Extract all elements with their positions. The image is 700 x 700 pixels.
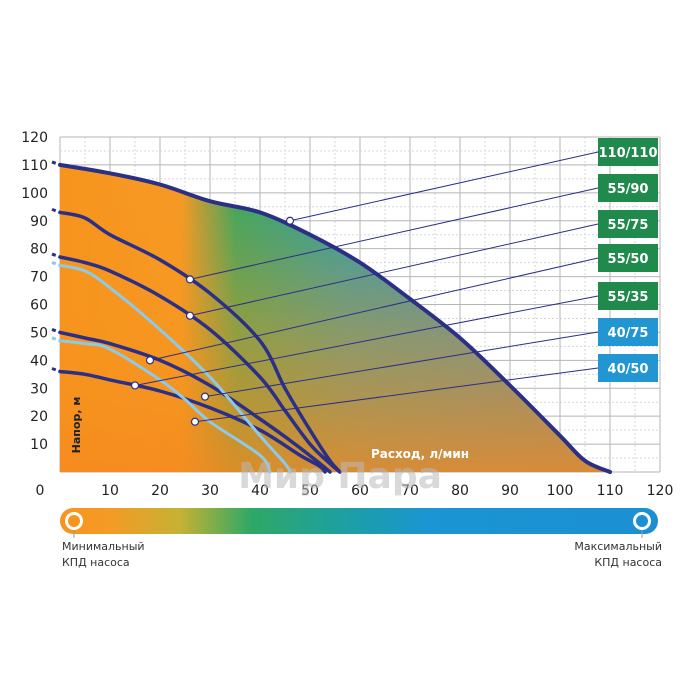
x-tick-label: 20 <box>151 483 169 499</box>
badge-label-40-50: 40/50 <box>608 362 649 377</box>
min-efficiency-label-2: КПД насоса <box>62 556 130 569</box>
leader-40-75 <box>204 331 599 398</box>
badge-label-40-75: 40/75 <box>608 326 649 341</box>
curve-dash-55-35 <box>51 367 61 373</box>
y-tick-label: 20 <box>30 409 48 425</box>
curve-dash-40-75 <box>51 261 61 267</box>
x-tick-label: 60 <box>351 483 369 499</box>
min-efficiency-label-1: Минимальный <box>62 540 145 553</box>
curve-55-35 <box>58 369 327 474</box>
marker-55-50 <box>145 356 155 365</box>
curve-55-90 <box>58 210 342 474</box>
marker-110-110 <box>285 216 295 225</box>
y-tick-label: 10 <box>30 437 48 453</box>
watermark-text: Мир Пара <box>238 456 442 497</box>
badge-label-110-110: 110/110 <box>598 146 657 161</box>
y-tick-label: 110 <box>21 158 48 174</box>
leader-55-90 <box>189 187 599 280</box>
y-tick-label: 50 <box>30 325 48 341</box>
x-tick-label: 30 <box>201 483 219 499</box>
x-tick-label: 100 <box>547 483 574 499</box>
curve-dash-40-50 <box>51 336 61 343</box>
x-tick-label: 90 <box>501 483 519 499</box>
curve-55-50 <box>58 330 332 474</box>
curve-dash-55-75 <box>51 252 61 259</box>
max-efficiency-label-1: Максимальный <box>574 540 662 553</box>
marker-55-35 <box>130 381 140 390</box>
x-tick-label: 40 <box>251 483 269 499</box>
marker-40-75 <box>200 392 210 401</box>
y-tick-label: 70 <box>30 270 48 286</box>
max-efficiency-label-2: КПД насоса <box>594 556 662 569</box>
x-tick-label: 80 <box>451 483 469 499</box>
leader-55-35 <box>134 295 599 386</box>
efficiency-gradient-bar <box>60 508 658 534</box>
marker-40-50 <box>190 417 200 426</box>
marker-55-90 <box>185 275 195 284</box>
max-efficiency-dot-core <box>636 515 648 527</box>
badge-55-90 <box>598 174 658 202</box>
x-axis-label: Расход, л/мин <box>371 447 469 461</box>
badge-label-55-35: 55/35 <box>608 290 649 305</box>
curve-dash-55-90 <box>51 207 61 214</box>
badge-label-55-90: 55/90 <box>608 182 649 197</box>
badge-40-50 <box>598 354 658 382</box>
curve-dash-110-110 <box>51 160 61 167</box>
x-tick-label: 120 <box>647 483 674 499</box>
curve-55-75 <box>58 255 342 474</box>
efficiency-legend: Минимальный КПД насоса Максимальный КПД … <box>60 508 662 569</box>
leader-40-50 <box>194 367 599 423</box>
model-badges: 110/110 55/90 55/75 55/50 55/35 40/75 40/50 <box>598 138 658 382</box>
leader-110-110 <box>289 151 599 222</box>
y-tick-label: 40 <box>30 353 48 369</box>
badge-label-55-50: 55/50 <box>608 252 649 267</box>
x-tick-label: 50 <box>301 483 319 499</box>
badge-110-110 <box>598 138 658 166</box>
marker-55-75 <box>185 311 195 320</box>
y-tick-label: 90 <box>30 214 48 230</box>
min-efficiency-dot-core <box>68 515 80 527</box>
y-tick-label: 120 <box>21 130 48 146</box>
x-tick-label: 10 <box>101 483 119 499</box>
x-tick-label: 0 <box>36 483 45 499</box>
y-tick-label: 80 <box>30 242 48 258</box>
badge-label-55-75: 55/75 <box>608 218 649 233</box>
leader-55-75 <box>189 223 599 317</box>
badge-55-35 <box>598 282 658 310</box>
y-axis-label: Напор, м <box>70 397 83 454</box>
y-tick-label: 30 <box>30 381 48 397</box>
x-tick-label: 110 <box>597 483 624 499</box>
axis-ticks: 10 20 30 40 50 60 70 80 90 100 110 120 0 10 20 30 40 50 60… <box>21 130 673 499</box>
badge-55-50 <box>598 244 658 272</box>
badge-40-75 <box>598 318 658 346</box>
badge-55-75 <box>598 210 658 238</box>
x-tick-label: 70 <box>401 483 419 499</box>
curve-markers <box>130 216 295 426</box>
curve-110-110 <box>58 162 612 474</box>
y-tick-label: 100 <box>21 186 48 202</box>
leader-lines <box>134 151 599 423</box>
curve-dash-55-50 <box>51 328 61 334</box>
curve-40-50 <box>58 339 272 474</box>
y-tick-label: 60 <box>30 298 48 314</box>
leader-55-50 <box>149 257 599 361</box>
